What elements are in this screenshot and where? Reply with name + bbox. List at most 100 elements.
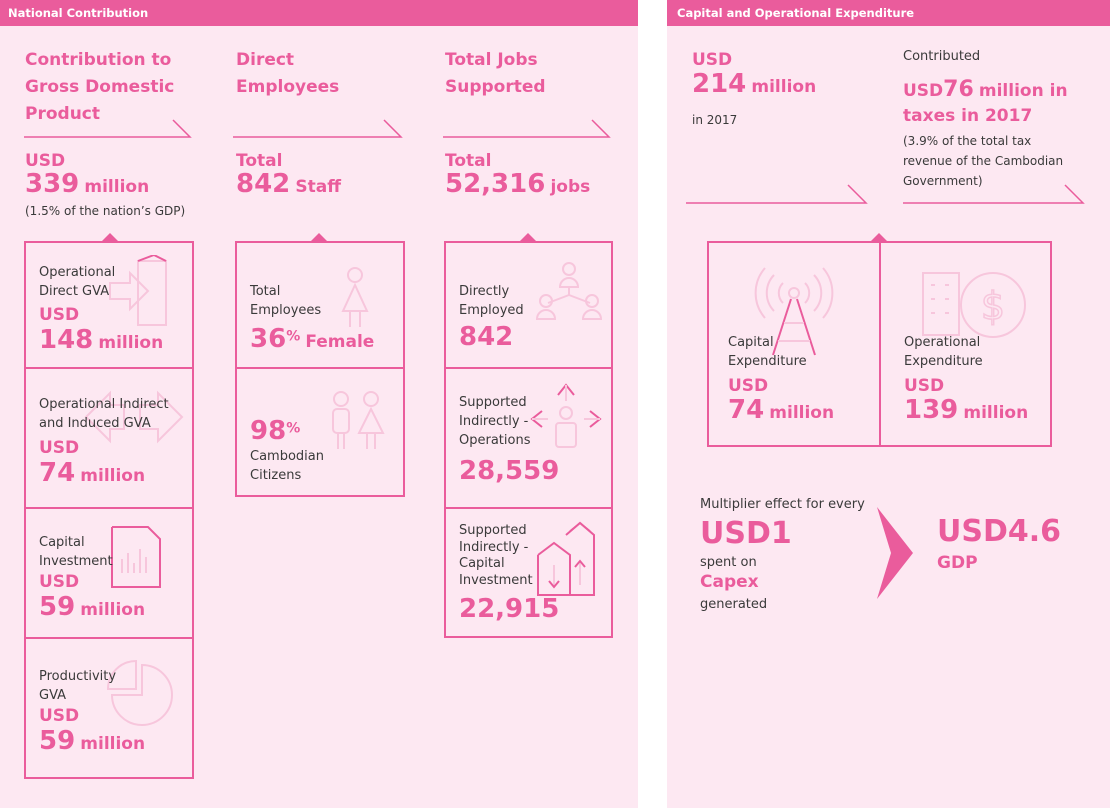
expenditure-box: Capital Expenditure USD 74 million $ xyxy=(707,241,1052,447)
employees-item-label: Employees xyxy=(250,303,322,318)
jobs-breakdown-box: Directly Employed 842 Supported Indirect… xyxy=(444,241,613,638)
building-dollar-icon: $ xyxy=(922,272,1026,338)
gdp-item: Capital Investment USD 59 million xyxy=(26,507,192,641)
spend-divider-arrow xyxy=(686,184,868,204)
gdp-item-label: Productivity xyxy=(39,669,117,684)
taxes-divider-arrow xyxy=(903,184,1085,204)
expenditure-value: 139 xyxy=(904,395,959,425)
jobs-item: Directly Employed 842 xyxy=(446,243,611,367)
employees-item: 98% Cambodian Citizens xyxy=(237,367,403,499)
taxes-year: taxes in 2017 xyxy=(903,106,1033,126)
exit-door-icon xyxy=(109,255,167,326)
jobs-value: 52,316 xyxy=(445,169,546,199)
bar-chart-document-icon xyxy=(111,526,161,588)
gdp-item-amount: 74 million xyxy=(39,459,145,487)
gdp-heading-line: Contribution to xyxy=(25,50,172,70)
employees-item: Total Employees 36% Female xyxy=(237,243,403,367)
multiplier-spent: spent on xyxy=(700,555,757,570)
multiplier-capex: Capex xyxy=(700,572,759,592)
percent-sign: % xyxy=(286,328,301,345)
section-header-bar: National Contribution xyxy=(0,0,638,26)
multiplier-result: USD4.6 xyxy=(937,514,1062,549)
gdp-item-amount: 148 million xyxy=(39,326,163,354)
jobs-item-label: Indirectly - xyxy=(459,414,529,429)
spend-total: 214 million xyxy=(692,70,816,98)
taxes-note: (3.9% of the total tax revenue of the Ca… xyxy=(903,131,1063,191)
employees-item-label: Cambodian xyxy=(250,449,324,464)
gdp-heading-line: Gross Domestic xyxy=(25,77,175,97)
expenditure-item: Capital Expenditure USD 74 million xyxy=(709,243,879,445)
gdp-item-label: Direct GVA xyxy=(39,284,110,299)
multiplier-generated: generated xyxy=(700,597,768,612)
employees-unit: Staff xyxy=(295,177,341,197)
expenditure-amount: 74 million xyxy=(728,396,834,424)
taxes-note-line: (3.9% of the total tax xyxy=(903,134,1032,148)
citizens-share: 98% xyxy=(250,417,300,445)
gdp-breakdown-box: Operational Direct GVA USD 148 million O… xyxy=(24,241,194,779)
taxes-note-line: Government) xyxy=(903,174,983,188)
jobs-item: Supported Indirectly - Operations 28,559 xyxy=(446,367,611,510)
multiplier-intro: Multiplier effect for every xyxy=(700,497,865,512)
gdp-note: (1.5% of the nation’s GDP) xyxy=(25,204,186,218)
box-pointer xyxy=(519,233,537,242)
gdp-item-currency: USD xyxy=(39,706,80,726)
gdp-item-unit: million xyxy=(80,734,146,754)
expenditure-currency: USD xyxy=(728,376,769,396)
employees-breakdown-box: Total Employees 36% Female 98% xyxy=(235,241,405,497)
taxes-intro: Contributed xyxy=(903,49,981,64)
employees-item-label: Citizens xyxy=(250,468,302,483)
gdp-item-currency: USD xyxy=(39,438,80,458)
expenditure-unit: million xyxy=(963,403,1029,423)
expenditure-currency: USD xyxy=(904,376,945,396)
expenditure-label: Operational xyxy=(904,335,981,350)
female-share-unit: Female xyxy=(305,332,375,352)
employees-heading-line: Employees xyxy=(236,77,340,97)
gdp-total: 339 million xyxy=(25,170,149,198)
gdp-divider-arrow xyxy=(24,119,192,138)
expenditure-item: $ Operational Expenditure USD 139 millio… xyxy=(881,243,1052,445)
box-divider xyxy=(879,243,881,445)
box-pointer xyxy=(310,233,328,242)
employees-divider-arrow xyxy=(233,119,403,138)
gdp-item-unit: million xyxy=(80,600,146,620)
taxes-note-line: revenue of the Cambodian xyxy=(903,154,1064,168)
jobs-item-label: Directly xyxy=(459,284,510,299)
jobs-divider-arrow xyxy=(443,119,611,138)
section-header-bar: Capital and Operational Expenditure xyxy=(667,0,1110,26)
jobs-heading: Total Jobs Supported xyxy=(445,47,546,101)
jobs-heading-line: Supported xyxy=(445,77,546,97)
taxes-value: 76 xyxy=(943,77,974,102)
taxes-currency: USD xyxy=(903,81,944,101)
jobs-item: Supported Indirectly - Capital Investmen… xyxy=(446,507,611,640)
jobs-item-label: Operations xyxy=(459,433,531,448)
pie-chart-icon xyxy=(106,659,173,726)
taxes-amount: USD76 million in xyxy=(903,76,1068,104)
gdp-item-value: 59 xyxy=(39,592,76,622)
jobs-item-label: Employed xyxy=(459,303,524,318)
gdp-heading: Contribution to Gross Domestic Product xyxy=(25,47,174,128)
gdp-item-value: 59 xyxy=(39,726,76,756)
female-share-value: 36 xyxy=(250,324,287,354)
spend-unit: million xyxy=(751,77,817,97)
gdp-item-currency: USD xyxy=(39,305,80,325)
gdp-heading-line: Product xyxy=(25,104,100,124)
gdp-item-unit: million xyxy=(80,466,146,486)
buildings-arrows-icon xyxy=(537,521,595,596)
expenditure-label: Expenditure xyxy=(728,354,807,369)
gdp-item-label: Investment xyxy=(39,554,113,569)
box-pointer xyxy=(870,233,888,242)
jobs-total: 52,316 jobs xyxy=(445,170,590,198)
employees-item-label: Total xyxy=(250,284,281,299)
capex-opex-panel: Capital and Operational Expenditure USD … xyxy=(667,0,1110,808)
spend-value: 214 xyxy=(692,69,747,99)
jobs-item-label: Supported xyxy=(459,523,527,538)
gdp-item-label: GVA xyxy=(39,688,67,703)
gdp-item-amount: 59 million xyxy=(39,727,145,755)
jobs-prefix: Total xyxy=(445,151,492,171)
gdp-value: 339 xyxy=(25,169,80,199)
jobs-item-label: Investment xyxy=(459,572,533,588)
spend-currency: USD xyxy=(692,50,733,70)
gdp-item: Operational Indirect and Induced GVA USD… xyxy=(26,367,192,500)
chevron-right-icon xyxy=(877,507,913,599)
employees-heading: Direct Employees xyxy=(236,47,339,101)
